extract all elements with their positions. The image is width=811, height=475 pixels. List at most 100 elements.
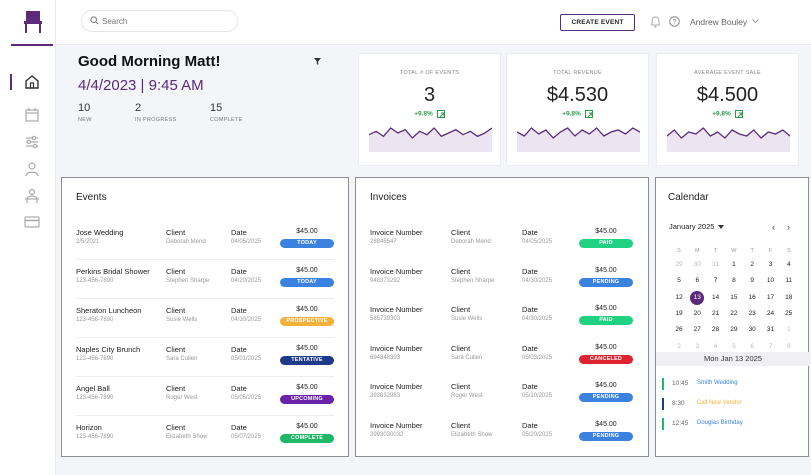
client-label: Client: [451, 266, 471, 276]
calendar-day[interactable]: 30: [693, 261, 701, 268]
calendar-day[interactable]: 7: [713, 277, 718, 285]
date-label: Date: [231, 267, 247, 276]
calendar-day[interactable]: 26: [675, 326, 683, 334]
invoice-row[interactable]: Invoice Number 948373292 Client Stephen Sha…: [370, 266, 633, 306]
calendar-day[interactable]: 18: [785, 293, 793, 301]
stat-value: 2: [135, 102, 142, 114]
client-label: Client: [451, 305, 471, 314]
calendar-day[interactable]: 1: [732, 261, 736, 268]
calendar-day[interactable]: 9: [750, 277, 754, 285]
calendar-month[interactable]: January 2025: [669, 222, 715, 231]
kpi-card-total-revenue[interactable]: TOTAL REVENUE $4.530 +9.8%: [506, 53, 649, 166]
calendar-day[interactable]: 31: [711, 261, 720, 268]
calendar-day[interactable]: 25: [785, 309, 793, 317]
calendar-day[interactable]: 28: [711, 326, 720, 334]
calendar-day[interactable]: 31: [766, 326, 775, 334]
calendar-event[interactable]: 10:45 Smith Wedding: [662, 378, 802, 392]
calendar-day[interactable]: 4: [786, 261, 791, 268]
calendar-day[interactable]: 6: [695, 277, 700, 285]
person-desk-icon[interactable]: [24, 188, 40, 204]
help-icon[interactable]: ?: [669, 16, 680, 27]
kpi-card-total-events[interactable]: TOTAL # OF EVENTS 3 +9.8%: [358, 53, 501, 166]
calendar-day[interactable]: 11: [785, 277, 793, 285]
calendar-day[interactable]: 20: [693, 309, 701, 317]
event-row[interactable]: Perkins Bridal Shower 123-456-7890 Client S…: [76, 267, 334, 306]
calendar-day[interactable]: 1: [786, 326, 791, 334]
calendar-day[interactable]: 15: [730, 293, 738, 301]
event-row[interactable]: Jose Wedding 2/5/2021 Client Deborah Mend Da…: [76, 228, 334, 267]
invoice-row[interactable]: Invoice Number 28846547 Client Deborah Mend…: [370, 228, 633, 267]
calendar-day[interactable]: 3: [768, 261, 773, 268]
calendar-day[interactable]: 29: [675, 261, 683, 268]
kpi-card-average-event-sale[interactable]: AVERAGE EVENT SALE $4.500 +9.8%: [656, 53, 799, 166]
calendar-day[interactable]: 6: [750, 342, 754, 350]
calendar-day[interactable]: 5: [677, 277, 681, 285]
settings-sliders-icon[interactable]: [24, 134, 40, 150]
calendar-day[interactable]: 23: [748, 309, 756, 317]
event-row[interactable]: Horizon 123-456-7890 Client Elizabeth Show D…: [76, 423, 334, 462]
invoice-row[interactable]: Invoice Number 585739303 Client Susie Wells…: [370, 305, 633, 344]
client-name: Deborah Mend: [166, 239, 206, 245]
create-event-button[interactable]: CREATE EVENT: [560, 14, 635, 31]
event-row[interactable]: Naples City Brunch 123-456-7890 Client Sara…: [76, 345, 334, 384]
calendar-day[interactable]: 27: [693, 326, 701, 334]
calendar-day[interactable]: 17: [766, 293, 775, 301]
search-box[interactable]: [81, 10, 238, 32]
calendar-day[interactable]: 29: [730, 326, 738, 334]
client-name: Stephen Sharpe: [451, 277, 495, 284]
event-row[interactable]: Sheraton Luncheon 123-456-7890 Client Susie…: [76, 306, 334, 345]
stat-new: 10 NEW: [78, 102, 92, 123]
calendar-day[interactable]: 16: [748, 293, 756, 301]
calendar-day[interactable]: 8: [786, 342, 791, 350]
row-divider: [76, 376, 334, 377]
calendar-day[interactable]: 21: [711, 309, 720, 317]
invoice-row[interactable]: Invoice Number 694848393 Client Sara Cullen…: [370, 344, 633, 383]
calendar-day[interactable]: 8: [732, 277, 736, 285]
date-value: 04/05/2025: [522, 239, 553, 245]
calendar-event[interactable]: 12:45 Douglas Birthday: [662, 418, 802, 432]
search-input[interactable]: [102, 14, 232, 28]
calendar-day[interactable]: 24: [766, 309, 775, 317]
date-label: Date: [522, 305, 538, 314]
calendar-day[interactable]: 14: [711, 293, 720, 301]
event-name: Smith Wedding: [697, 380, 738, 386]
stat-value: 10: [78, 102, 91, 114]
trend-up-icon: [436, 110, 445, 118]
calendar-day[interactable]: 5: [732, 342, 736, 350]
calendar-day[interactable]: 3: [695, 342, 700, 350]
filter-icon[interactable]: [314, 58, 321, 65]
calendar-day[interactable]: 10: [766, 277, 775, 285]
status-badge: CANCELED: [579, 354, 633, 364]
calendar-day[interactable]: 12: [675, 293, 683, 301]
stat-label: COMPLETE: [210, 117, 243, 123]
calendar-day[interactable]: 2: [677, 342, 681, 350]
invoice-number: 3993030032: [370, 431, 404, 438]
calendar-day[interactable]: 7: [768, 342, 773, 350]
event-row[interactable]: Angel Ball 123-456-7890 Client Roger West Da…: [76, 384, 334, 423]
events-title: Events: [76, 192, 107, 203]
invoices-title: Invoices: [370, 192, 407, 203]
calendar-day[interactable]: 22: [730, 309, 738, 317]
chevron-left-icon[interactable]: ‹: [772, 222, 775, 232]
chevron-right-icon[interactable]: ›: [787, 222, 790, 232]
calendar-day[interactable]: 4: [713, 342, 718, 350]
calendar-day[interactable]: 2: [750, 261, 754, 268]
calendar-day[interactable]: 19: [675, 309, 683, 317]
calendar-day[interactable]: 30: [748, 326, 756, 334]
calendar-event[interactable]: 8:30 Call New Vendor: [662, 398, 802, 412]
invoice-row[interactable]: Invoice Number 393032983 Client Roger West D…: [370, 382, 633, 421]
invoice-number: 585739303: [370, 316, 401, 322]
card-icon[interactable]: [24, 214, 40, 230]
home-icon[interactable]: [24, 74, 40, 90]
calendar-day-selected[interactable]: 13: [690, 290, 705, 305]
chevron-down-icon[interactable]: [752, 19, 759, 24]
event-time: 10:45: [672, 380, 689, 387]
user-icon[interactable]: [24, 161, 40, 177]
calendar-icon[interactable]: [24, 107, 40, 123]
bell-icon[interactable]: [650, 16, 661, 28]
logo[interactable]: [11, 9, 53, 46]
caret-down-icon[interactable]: [718, 225, 724, 229]
user-name[interactable]: Andrew Bouley: [690, 17, 748, 27]
invoice-row[interactable]: Invoice Number 3993030032 Client Elizabeth …: [370, 421, 633, 460]
event-name: Angel Ball: [76, 384, 110, 393]
